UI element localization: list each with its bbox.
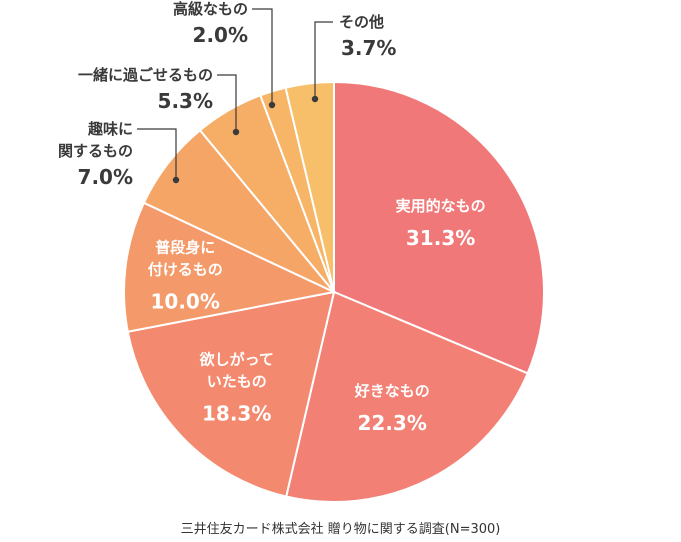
slice-value-2: 18.3% bbox=[202, 402, 271, 426]
slice-name-7-0: その他 bbox=[339, 13, 384, 31]
slice-value-5: 5.3% bbox=[158, 89, 213, 113]
slice-value-3: 10.0% bbox=[151, 289, 220, 313]
leader-line-5 bbox=[217, 74, 237, 132]
slice-name-4-1: 関するもの bbox=[58, 142, 133, 160]
slice-name-5-0: 一緒に過ごせるもの bbox=[78, 66, 213, 84]
slice-value-0: 31.3% bbox=[406, 226, 475, 250]
pie-slice-2 bbox=[126, 290, 336, 498]
slice-value-4: 7.0% bbox=[78, 165, 133, 189]
pie-slice-0 bbox=[333, 80, 545, 375]
leader-line-4 bbox=[137, 128, 177, 180]
slice-name-6-0: 高級なもの bbox=[173, 0, 248, 18]
slice-value-1: 22.3% bbox=[358, 411, 427, 435]
slice-name-3-0: 普段身に bbox=[155, 238, 215, 256]
leader-line-7 bbox=[314, 21, 333, 99]
slice-value-6: 2.0% bbox=[193, 23, 248, 47]
slice-name-4-0: 趣味に bbox=[87, 120, 133, 138]
pie-slice-1 bbox=[285, 290, 529, 503]
slice-name-2-0: 欲しがって bbox=[199, 351, 274, 369]
slice-name-2-1: いたもの bbox=[207, 373, 267, 391]
slice-name-1-0: 好きなもの bbox=[354, 382, 430, 400]
slice-name-3-1: 付けるもの bbox=[148, 260, 223, 278]
chart-source: 三井住友カード株式会社 贈り物に関する調査(N=300) bbox=[180, 522, 501, 537]
slice-name-0-0: 実用的なもの bbox=[396, 197, 486, 215]
pie-slice-7 bbox=[284, 80, 335, 293]
leader-line-6 bbox=[252, 8, 273, 105]
slice-value-7: 3.7% bbox=[341, 36, 396, 60]
pie-slice-3 bbox=[123, 201, 338, 333]
